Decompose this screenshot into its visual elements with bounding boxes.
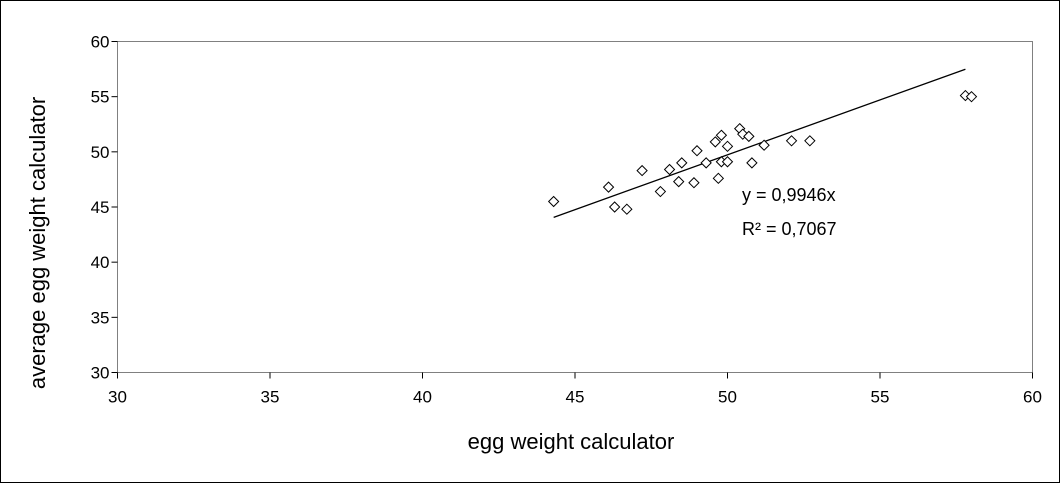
data-point (721, 156, 734, 168)
y-axis-title: average egg weight calculator (25, 97, 50, 389)
data-point (636, 164, 648, 177)
x-tick-label: 30 (108, 388, 127, 407)
data-point (709, 136, 722, 148)
y-tick-label: 60 (91, 33, 110, 52)
y-axis-ticks: 30 35 40 45 50 55 60 (91, 33, 118, 383)
data-point (721, 140, 734, 153)
data-point (804, 135, 816, 147)
x-tick-label: 55 (871, 388, 890, 407)
y-tick-label: 35 (91, 308, 110, 327)
y-tick-label: 50 (91, 143, 110, 162)
data-point (676, 157, 688, 169)
x-tick-label: 35 (261, 388, 280, 407)
x-axis-ticks: 30 35 40 45 50 55 60 (108, 372, 1042, 407)
data-point (621, 203, 633, 215)
x-tick-label: 60 (1023, 388, 1042, 407)
data-point (965, 90, 978, 103)
data-point (715, 129, 728, 141)
data-point (743, 130, 755, 143)
data-point (691, 145, 703, 157)
data-point (672, 175, 685, 188)
data-point (608, 201, 621, 213)
r-squared-label: R² = 0,7067 (742, 219, 837, 239)
plot-area-border (117, 41, 1033, 373)
trendline-group (553, 68, 966, 218)
y-tick-label: 55 (91, 88, 110, 107)
data-point (663, 163, 676, 176)
x-tick-label: 40 (413, 388, 432, 407)
data-points (547, 89, 978, 215)
y-tick-label: 40 (91, 253, 110, 272)
data-point (654, 185, 667, 198)
data-point (602, 181, 615, 193)
data-point (785, 135, 798, 147)
x-tick-label: 50 (718, 388, 737, 407)
data-point (688, 177, 700, 189)
data-point (547, 195, 560, 208)
data-point (746, 157, 758, 169)
data-point (758, 139, 770, 151)
x-tick-label: 45 (566, 388, 585, 407)
data-point (700, 157, 712, 169)
data-point (712, 172, 725, 185)
x-axis-title: egg weight calculator (468, 429, 675, 454)
y-tick-label: 30 (91, 364, 110, 383)
y-tick-label: 45 (91, 198, 110, 217)
trendline-equation: y = 0,9946x (742, 185, 836, 205)
trendline (553, 68, 966, 218)
